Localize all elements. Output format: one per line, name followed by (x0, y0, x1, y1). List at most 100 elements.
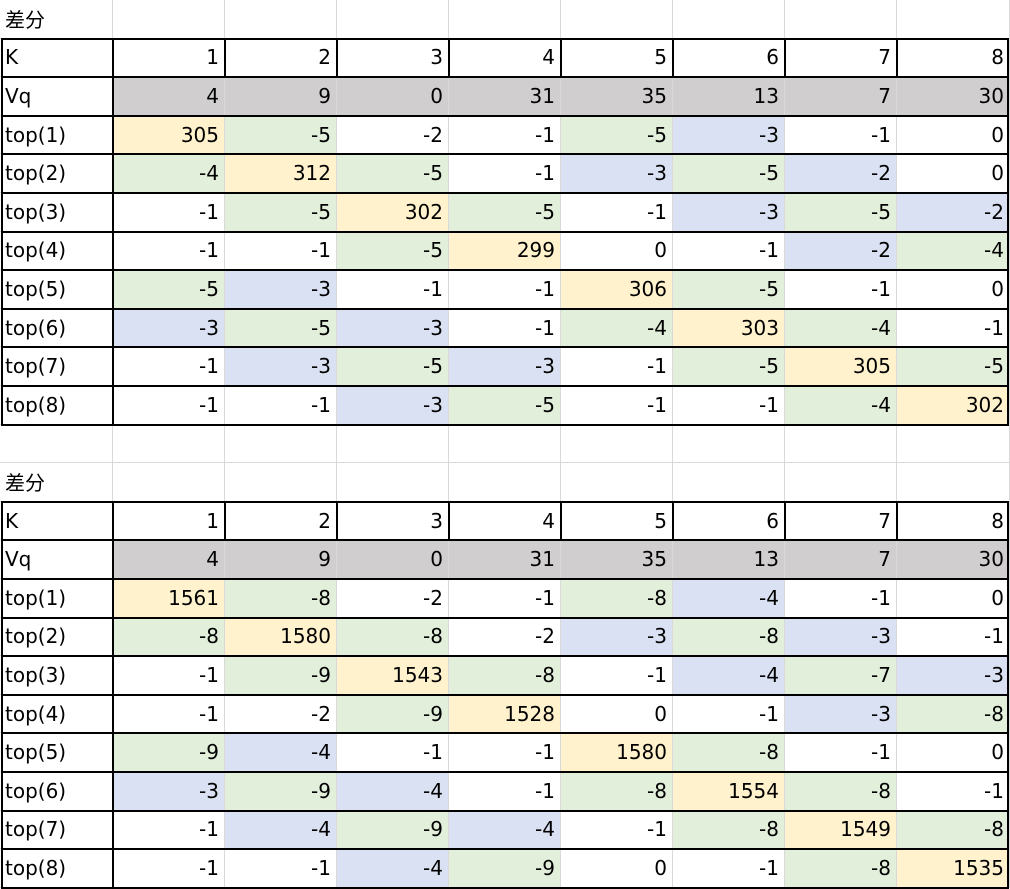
diff-cell[interactable]: -8 (673, 617, 785, 657)
row-label[interactable]: top(4) (0, 694, 113, 734)
row-label[interactable]: top(1) (0, 115, 113, 155)
diff-cell[interactable]: -8 (561, 579, 673, 618)
row-label[interactable]: top(4) (0, 231, 113, 271)
k-value[interactable]: 6 (673, 501, 785, 541)
k-value[interactable]: 2 (225, 501, 337, 541)
diff-cell[interactable]: -3 (673, 193, 785, 232)
diff-cell[interactable]: -5 (337, 347, 449, 386)
diff-cell[interactable]: -8 (449, 656, 561, 695)
diff-cell[interactable]: -1 (337, 733, 449, 772)
diff-cell[interactable]: -5 (673, 154, 785, 193)
vq-value[interactable]: 13 (673, 540, 785, 579)
diff-cell[interactable]: -3 (561, 617, 673, 657)
diff-cell[interactable]: 303 (673, 308, 785, 348)
row-label[interactable]: top(6) (0, 772, 113, 811)
row-label[interactable]: top(7) (0, 347, 113, 386)
diff-cell[interactable]: -1 (673, 694, 785, 734)
k-value[interactable]: 5 (561, 501, 673, 541)
diff-cell[interactable]: -1 (897, 308, 1010, 348)
diff-cell[interactable]: -5 (225, 115, 337, 155)
diff-cell[interactable]: 0 (561, 231, 673, 271)
table-title[interactable]: 差分 (0, 463, 113, 502)
diff-cell[interactable]: -5 (785, 193, 897, 232)
diff-cell[interactable]: -1 (561, 193, 673, 232)
row-label[interactable]: top(3) (0, 193, 113, 232)
diff-cell[interactable]: -1 (225, 231, 337, 271)
vq-value[interactable]: 0 (337, 540, 449, 579)
diff-cell[interactable]: 1543 (337, 656, 449, 695)
diff-cell[interactable]: -5 (113, 270, 225, 309)
vq-value[interactable]: 4 (113, 540, 225, 579)
diff-cell[interactable]: -7 (785, 656, 897, 695)
diff-cell[interactable]: -1 (785, 115, 897, 155)
diff-cell[interactable]: -1 (673, 386, 785, 425)
k-value[interactable]: 5 (561, 38, 673, 78)
diff-cell[interactable]: -4 (785, 308, 897, 348)
vq-value[interactable]: 35 (561, 540, 673, 579)
diff-cell[interactable]: 0 (561, 849, 673, 888)
diff-cell[interactable]: -1 (225, 386, 337, 425)
diff-cell[interactable]: -9 (225, 656, 337, 695)
diff-cell[interactable]: -1 (113, 849, 225, 888)
diff-cell[interactable]: -2 (449, 617, 561, 657)
diff-cell[interactable]: 0 (561, 694, 673, 734)
k-value[interactable]: 7 (785, 501, 897, 541)
diff-cell[interactable]: -8 (897, 694, 1010, 734)
diff-cell[interactable]: 1580 (561, 733, 673, 772)
row-label[interactable]: top(6) (0, 308, 113, 348)
diff-cell[interactable]: -4 (673, 656, 785, 695)
diff-cell[interactable]: -5 (673, 347, 785, 386)
vq-value[interactable]: 31 (449, 77, 561, 116)
row-label[interactable]: top(5) (0, 270, 113, 309)
diff-cell[interactable]: -8 (785, 772, 897, 811)
diff-cell[interactable]: -4 (673, 579, 785, 618)
diff-cell[interactable]: -4 (225, 733, 337, 772)
vq-value[interactable]: 9 (225, 540, 337, 579)
vq-value[interactable]: 7 (785, 540, 897, 579)
diff-cell[interactable]: -8 (225, 579, 337, 618)
k-value[interactable]: 8 (897, 501, 1010, 541)
diff-cell[interactable]: -9 (337, 694, 449, 734)
diff-cell[interactable]: -1 (449, 154, 561, 193)
diff-cell[interactable]: -1 (673, 849, 785, 888)
diff-cell[interactable]: -1 (561, 386, 673, 425)
diff-cell[interactable]: -8 (897, 810, 1010, 850)
diff-cell[interactable]: -4 (449, 810, 561, 850)
diff-cell[interactable]: 0 (897, 579, 1010, 618)
diff-cell[interactable]: -2 (225, 694, 337, 734)
vq-value[interactable]: 0 (337, 77, 449, 116)
diff-cell[interactable]: -9 (337, 810, 449, 850)
k-value[interactable]: 1 (113, 501, 225, 541)
diff-cell[interactable]: -5 (897, 347, 1010, 386)
vq-value[interactable]: 13 (673, 77, 785, 116)
diff-cell[interactable]: -5 (225, 193, 337, 232)
diff-cell[interactable]: 305 (113, 115, 225, 155)
diff-cell[interactable]: -3 (449, 347, 561, 386)
diff-cell[interactable]: -3 (897, 656, 1010, 695)
diff-cell[interactable]: -1 (449, 115, 561, 155)
diff-cell[interactable]: -2 (785, 231, 897, 271)
diff-cell[interactable]: -5 (449, 193, 561, 232)
diff-cell[interactable]: -4 (785, 386, 897, 425)
diff-cell[interactable]: -1 (113, 347, 225, 386)
row-label[interactable]: top(8) (0, 849, 113, 888)
diff-cell[interactable]: 299 (449, 231, 561, 271)
diff-cell[interactable]: 305 (785, 347, 897, 386)
row-label[interactable]: top(2) (0, 617, 113, 657)
diff-cell[interactable]: 0 (897, 154, 1010, 193)
vq-label[interactable]: Vq (0, 540, 113, 579)
vq-value[interactable]: 4 (113, 77, 225, 116)
diff-cell[interactable]: -2 (897, 193, 1010, 232)
row-label[interactable]: top(3) (0, 656, 113, 695)
diff-cell[interactable]: -4 (113, 154, 225, 193)
diff-cell[interactable]: -2 (337, 579, 449, 618)
diff-cell[interactable]: -1 (897, 617, 1010, 657)
diff-cell[interactable]: -8 (561, 772, 673, 811)
diff-cell[interactable]: 0 (897, 733, 1010, 772)
diff-cell[interactable]: -1 (225, 849, 337, 888)
diff-cell[interactable]: -1 (113, 386, 225, 425)
vq-value[interactable]: 30 (897, 77, 1010, 116)
diff-cell[interactable]: 302 (337, 193, 449, 232)
diff-cell[interactable]: -1 (449, 579, 561, 618)
diff-cell[interactable]: -3 (785, 694, 897, 734)
